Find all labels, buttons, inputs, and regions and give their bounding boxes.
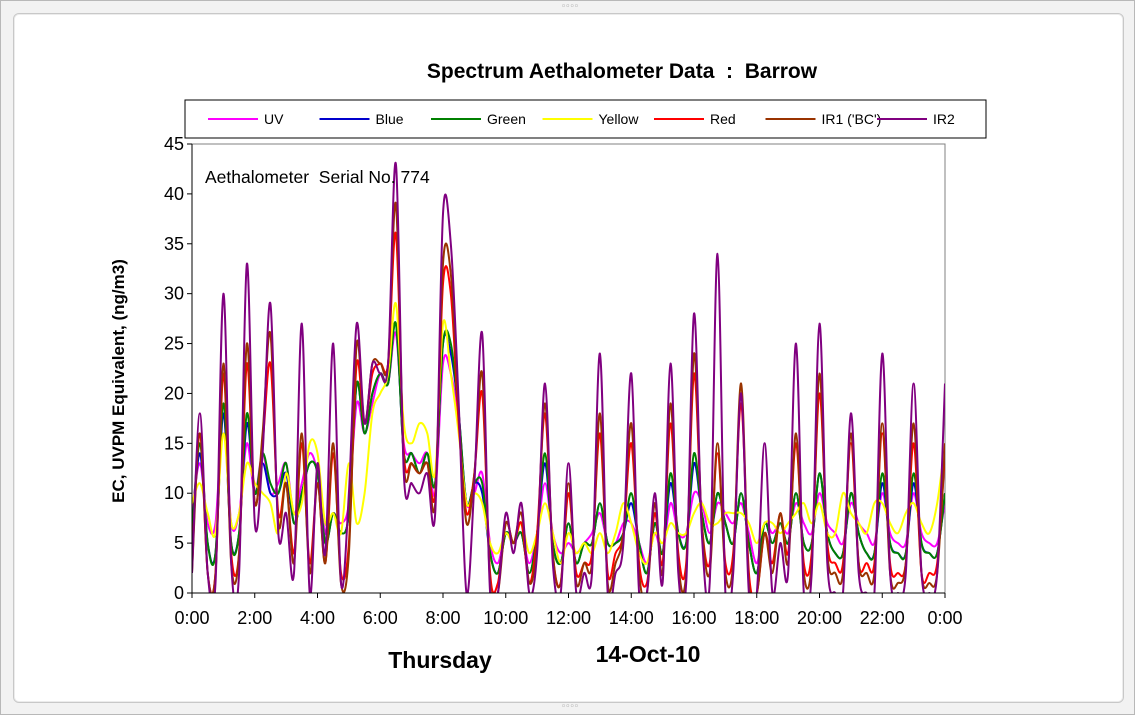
x-tick-label: 0:00 xyxy=(174,608,209,628)
y-tick-label: 30 xyxy=(164,284,184,304)
x-tick-label: 18:00 xyxy=(734,608,779,628)
x-tick-label: 6:00 xyxy=(363,608,398,628)
series-line-ir2 xyxy=(192,161,945,593)
series-line-green xyxy=(192,321,945,575)
legend-label-red: Red xyxy=(710,111,736,127)
y-tick-label: 35 xyxy=(164,234,184,254)
x-tick-label: 10:00 xyxy=(483,608,528,628)
y-tick-label: 5 xyxy=(174,533,184,553)
y-tick-label: 40 xyxy=(164,184,184,204)
legend-label-yellow: Yellow xyxy=(599,111,640,127)
x-tick-label: 22:00 xyxy=(860,608,905,628)
chart-title: Spectrum Aethalometer Data : Barrow xyxy=(427,60,818,83)
y-tick-label: 0 xyxy=(174,583,184,603)
x-tick-label: 8:00 xyxy=(425,608,460,628)
bottom-resize-handle[interactable]: ◦◦◦◦ xyxy=(561,702,579,712)
chart-area: Spectrum Aethalometer Data : Barrow UV Bl… xyxy=(13,13,1124,703)
y-tick-label: 25 xyxy=(164,334,184,354)
top-resize-handle[interactable]: ◦◦◦◦ xyxy=(561,2,579,12)
y-tick-label: 20 xyxy=(164,383,184,403)
series-line-yellow xyxy=(192,302,945,565)
y-tick-label: 15 xyxy=(164,433,184,453)
x-axis-day-label: Thursday xyxy=(388,647,492,673)
chart-annotation: Aethalometer Serial No. 774 xyxy=(205,167,430,187)
legend: UV Blue Green Yellow Red IR1 ('BC') IR2 xyxy=(208,111,955,127)
x-tick-label: 12:00 xyxy=(546,608,591,628)
legend-label-ir2: IR2 xyxy=(933,111,955,127)
x-axis-date-label: 14-Oct-10 xyxy=(596,641,701,667)
plot-area xyxy=(191,143,946,594)
x-tick-label: 4:00 xyxy=(300,608,335,628)
legend-label-uv: UV xyxy=(264,111,284,127)
series-layer xyxy=(192,161,945,593)
x-tick-label: 16:00 xyxy=(671,608,716,628)
axes-layer: 0 5 10 15 20 25 30 35 40 45 0:00 2:00 4:00 6:00 8:00 10… xyxy=(164,134,963,628)
legend-label-green: Green xyxy=(487,111,526,127)
chart-svg: Spectrum Aethalometer Data : Barrow UV Bl… xyxy=(109,60,987,673)
x-tick-label: 0:00 xyxy=(927,608,962,628)
legend-label-blue: Blue xyxy=(376,111,404,127)
x-tick-label: 20:00 xyxy=(797,608,842,628)
x-tick-label: 14:00 xyxy=(609,608,654,628)
x-tick-label: 2:00 xyxy=(237,608,272,628)
y-tick-label: 10 xyxy=(164,483,184,503)
y-axis-label: EC, UVPM Equivalent, (ng/m3) xyxy=(109,259,128,503)
legend-label-ir1-bc: IR1 ('BC') xyxy=(822,111,882,127)
y-tick-label: 45 xyxy=(164,134,184,154)
